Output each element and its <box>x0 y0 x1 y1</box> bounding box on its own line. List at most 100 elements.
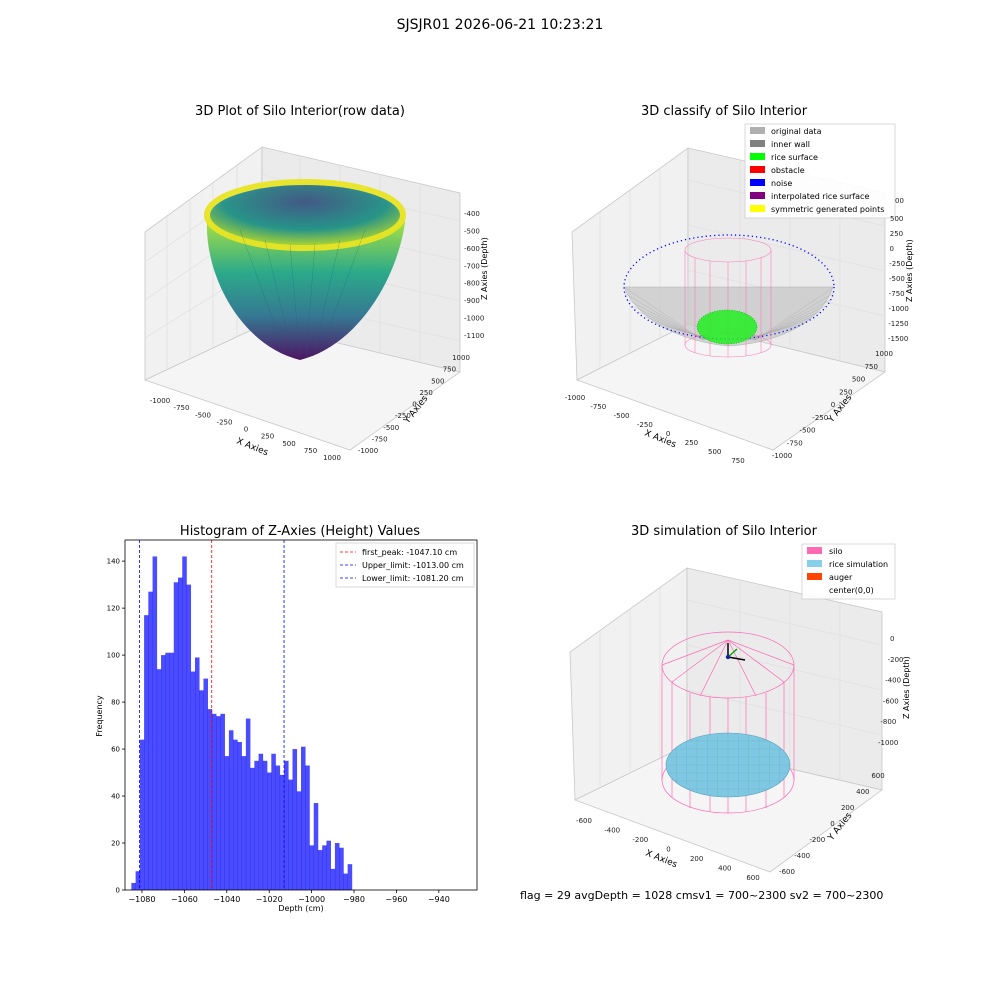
histogram-y-tick-4: 80 <box>111 699 120 707</box>
panel1-y-tick-2: -500 <box>383 424 399 432</box>
panel4-x-tick-6: 600 <box>746 874 759 882</box>
histogram-x-tick-3: −1020 <box>256 895 283 904</box>
histogram-bar-35 <box>279 774 285 890</box>
panel1-y-tick-5: 250 <box>419 389 432 397</box>
panel2-x-tick-3: -250 <box>637 421 653 429</box>
histogram-title: Histogram of Z-Axies (Height) Values <box>179 524 421 539</box>
panel4-x-label: X Axies <box>644 849 679 871</box>
panel2-y-tick-5: 250 <box>839 388 852 396</box>
panel4-y-tick-0: -600 <box>779 868 795 876</box>
panel2-legend-swatch-5 <box>750 192 765 199</box>
panel1-y-tick-1: -750 <box>372 435 388 443</box>
panel1-y-tick-4: 0 <box>412 401 416 409</box>
histogram-x-tick-4: −1000 <box>298 895 325 904</box>
histogram-bars <box>131 556 353 890</box>
histogram-bar-17 <box>203 678 208 890</box>
panel1-z-tick-2: -600 <box>464 245 480 253</box>
panel1-x-tick-1: -750 <box>174 404 190 412</box>
panel4-x-ticks: -600 -400 -200 0 200 400 600 <box>576 817 760 882</box>
histogram-bar-34 <box>275 765 281 890</box>
histogram-bar-24 <box>233 739 238 890</box>
histogram-x-tick-0: −1080 <box>128 895 155 904</box>
panel4-legend-swatch-0 <box>807 547 822 554</box>
histogram-x-label: Depth (cm) <box>278 904 323 913</box>
panel2-legend-swatch-2 <box>750 153 765 160</box>
panel2-z-tick-1: 250 <box>890 230 903 238</box>
histogram-chart: −1080 −1060 −1040 −1020 −1000 −980 −960 −940 0 2… <box>95 539 478 913</box>
panel4-center-axes <box>725 643 746 661</box>
panel2-title: 3D classify of Silo Interior <box>640 104 808 119</box>
panel2-z-tick-4: -500 <box>889 275 905 283</box>
histogram-bar-39 <box>296 791 302 890</box>
histogram-legend-label-0: first_peak: -1047.10 cm <box>362 548 457 557</box>
histogram-bar-5 <box>152 556 158 890</box>
panel2-y-tick-2: -500 <box>800 427 816 435</box>
histogram-y-tick-7: 140 <box>107 558 120 566</box>
panel2-z-tick-7: -1250 <box>888 320 908 328</box>
histogram-bar-29 <box>254 760 259 890</box>
histogram-x-tick-1: −1060 <box>171 895 198 904</box>
panel2-z-tick-2: 0 <box>890 245 894 253</box>
histogram-y-tick-3: 60 <box>111 746 120 754</box>
histogram-vlines <box>139 540 285 890</box>
histogram-legend: first_peak: -1047.10 cm Upper_limit: -101… <box>335 542 475 588</box>
histogram-y-tick-1: 20 <box>111 840 120 848</box>
panel1-z-tick-0: -400 <box>464 210 480 218</box>
panel4-y-tick-2: -200 <box>809 836 825 844</box>
panel2-z-label: Z Axies (Depth) <box>905 239 914 302</box>
histogram-bar-27 <box>245 718 251 890</box>
panel2-x-tick-0: -1000 <box>565 394 585 402</box>
histogram-legend-label-1: Upper_limit: -1013.00 cm <box>362 561 464 570</box>
panel1-x-tick-8: 1000 <box>323 454 341 462</box>
panel1-z-tick-7: -1100 <box>464 332 484 340</box>
panel2-y-tick-3: -250 <box>812 414 828 422</box>
histogram-bar-14 <box>190 671 196 890</box>
histogram-bar-1 <box>135 871 141 890</box>
histogram-bar-47 <box>330 868 336 890</box>
panel4-legend: silo rice simulation auger center(0,0) <box>801 543 896 600</box>
panel1-x-tick-3: -250 <box>217 418 233 426</box>
panel2-x-ticks: -1000 -750 -500 -250 0 250 500 750 <box>565 394 745 465</box>
histogram-legend-label-2: Lower_limit: -1081.20 cm <box>362 574 464 583</box>
histogram-bar-25 <box>237 742 242 890</box>
panel2-y-tick-6: 500 <box>852 376 865 384</box>
histogram-y-tick-0: 0 <box>116 887 120 895</box>
panel1-y-tick-7: 750 <box>443 366 456 374</box>
histogram-bar-48 <box>334 843 340 890</box>
panel2-x-tick-1: -750 <box>590 403 606 411</box>
panel2-legend-label-0: original data <box>771 127 822 136</box>
panel2-y-tick-0: -1000 <box>772 452 792 460</box>
panel2-z-ticks: 500 250 0 -250 -500 -750 -1000 -1250 -1500 <box>888 215 909 343</box>
panel4-y-tick-1: -400 <box>794 852 810 860</box>
panel2-legend-swatch-0 <box>750 127 765 134</box>
panel4-z-label: Z Axies (Depth) <box>902 656 911 719</box>
histogram-bar-13 <box>186 584 192 890</box>
histogram-bar-46 <box>326 840 331 890</box>
histogram-bar-3 <box>144 615 149 890</box>
panel2-legend-swatch-4 <box>750 179 765 186</box>
status-summary: flag = 29 avgDepth = 1028 cmsv1 = 700~23… <box>520 889 884 902</box>
panel1-z-tick-3: -700 <box>464 262 480 270</box>
panel1-y-tick-6: 500 <box>431 377 444 385</box>
histogram-bar-51 <box>347 864 353 890</box>
panel4-z-tick-5: -1000 <box>878 739 898 747</box>
panel1-y-tick-3: -250 <box>395 412 411 420</box>
panel1-z-tick-4: -800 <box>464 280 480 288</box>
histogram-y-label: Frequency <box>95 695 104 737</box>
histogram-frame <box>124 539 478 891</box>
panel4-rice-mesh <box>666 733 790 797</box>
histogram-x-ticks: −1080 −1060 −1040 −1020 −1000 −980 −960 −940 <box>128 890 450 904</box>
panel4-legend-label-3: center(0,0) <box>829 586 874 595</box>
panel4-y-tick-5: 400 <box>856 788 869 796</box>
panel2-x-tick-7: 750 <box>731 457 744 465</box>
histogram-bar-43 <box>313 803 319 890</box>
panel2-z-tick-3: -250 <box>889 260 905 268</box>
histogram-bar-32 <box>267 772 272 890</box>
panel2-legend-label-3: obstacle <box>771 166 805 175</box>
histogram-bar-18 <box>207 709 213 890</box>
histogram-bar-44 <box>317 850 323 890</box>
panel4-z-tick-4: -800 <box>880 718 896 726</box>
panel4-legend-swatch-1 <box>807 560 822 567</box>
